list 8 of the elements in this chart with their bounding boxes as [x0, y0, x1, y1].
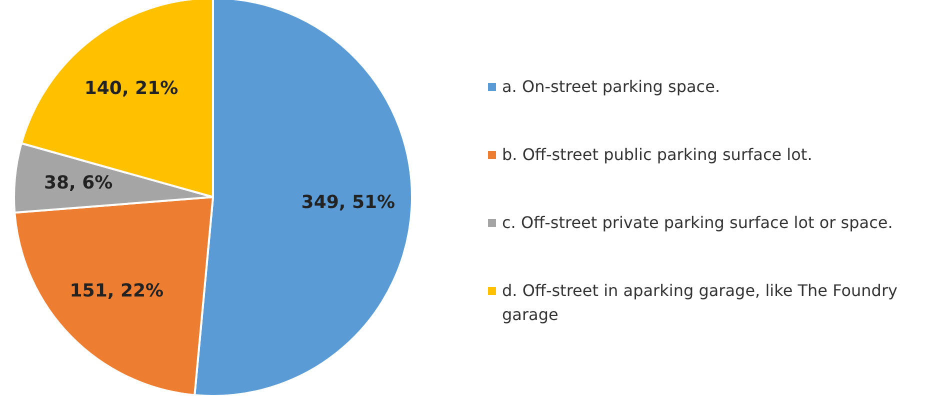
legend-label: c. Off-street private parking surface lot or space. [502, 212, 893, 234]
data-label: 151, 22% [70, 280, 164, 302]
legend-label: b. Off-street public parking surface lot. [502, 144, 812, 166]
legend-label: a. On-street parking space. [502, 76, 720, 98]
data-label: 349, 51% [301, 192, 396, 213]
legend-label: d. Off-street in aparking garage, like The Foundry garage [502, 280, 898, 326]
data-label: 38, 6% [44, 172, 113, 194]
data-label: 140, 21% [84, 78, 178, 99]
